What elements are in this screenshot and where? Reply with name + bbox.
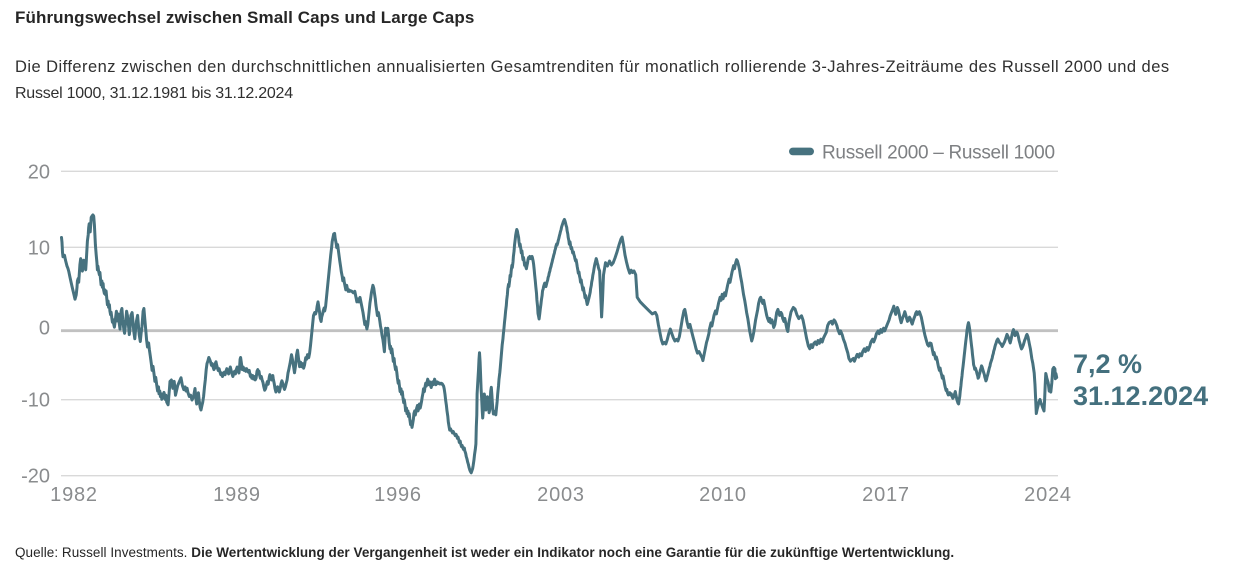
svg-text:2017: 2017 bbox=[862, 484, 910, 506]
svg-text:1989: 1989 bbox=[213, 484, 261, 506]
svg-text:2024: 2024 bbox=[1024, 484, 1072, 506]
svg-text:-20: -20 bbox=[21, 466, 50, 488]
svg-text:10: 10 bbox=[28, 237, 50, 259]
svg-text:2003: 2003 bbox=[537, 484, 585, 506]
svg-text:0: 0 bbox=[39, 318, 50, 340]
svg-text:-10: -10 bbox=[21, 390, 50, 412]
svg-text:2010: 2010 bbox=[699, 484, 747, 506]
svg-text:20: 20 bbox=[28, 161, 50, 183]
svg-text:Russell 2000 – Russell 1000: Russell 2000 – Russell 1000 bbox=[822, 143, 1055, 164]
svg-text:1982: 1982 bbox=[50, 484, 98, 506]
svg-text:1996: 1996 bbox=[374, 484, 422, 506]
